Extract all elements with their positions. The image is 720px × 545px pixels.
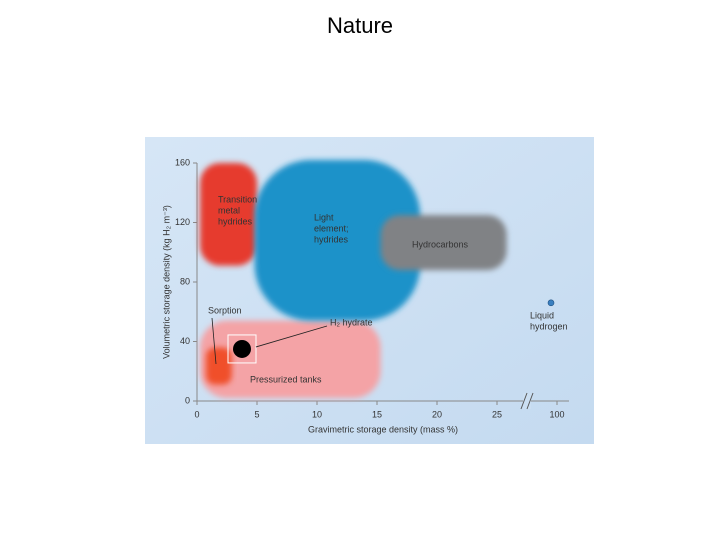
region: [254, 160, 421, 321]
x-tick-label: 5: [254, 409, 259, 419]
leader-line: [211, 317, 217, 365]
x-tick-label: 20: [432, 409, 442, 419]
region-label: element;: [314, 223, 349, 233]
region-label: hydrides: [314, 234, 349, 244]
region: [200, 320, 381, 399]
region-label: Sorption: [208, 305, 242, 315]
region-label: Pressurized tanks: [250, 374, 322, 384]
highlight-box: [227, 334, 257, 364]
x-axis-label: Gravimetric storage density (mass %): [308, 424, 458, 434]
region-label: Hydrocarbons: [412, 239, 469, 249]
region: [206, 347, 232, 385]
leader-line: [255, 325, 328, 348]
x-tick-label: 0: [194, 409, 199, 419]
point: [233, 339, 251, 358]
x-tick-label: 25: [492, 409, 502, 419]
axis-break-gap: [523, 393, 531, 409]
y-tick-label: 120: [175, 217, 190, 227]
y-tick-label: 160: [175, 157, 190, 167]
x-tick-label: 10: [312, 409, 322, 419]
point-label: Liquid: [530, 310, 554, 320]
region-label: Transition: [218, 194, 257, 204]
y-tick-label: 80: [180, 276, 190, 286]
region-label: metal: [218, 205, 240, 215]
axis-break-mark: [520, 392, 528, 410]
y-tick-label: 40: [180, 336, 190, 346]
point: [547, 299, 555, 307]
point-label: H₂ hydrate: [330, 317, 373, 327]
axis-break-mark: [526, 392, 534, 410]
region: [380, 215, 507, 271]
y-axis-label: Volumetric storage density (kg H₂ m⁻³): [161, 205, 171, 359]
slide-title: Nature: [327, 13, 393, 38]
region-label: hydrides: [218, 216, 253, 226]
x-tick-label: 100: [549, 409, 564, 419]
region: [200, 163, 257, 266]
region-label: Light: [314, 212, 334, 222]
y-tick-label: 0: [185, 395, 190, 405]
x-tick-label: 15: [372, 409, 382, 419]
point-label: hydrogen: [530, 321, 568, 331]
